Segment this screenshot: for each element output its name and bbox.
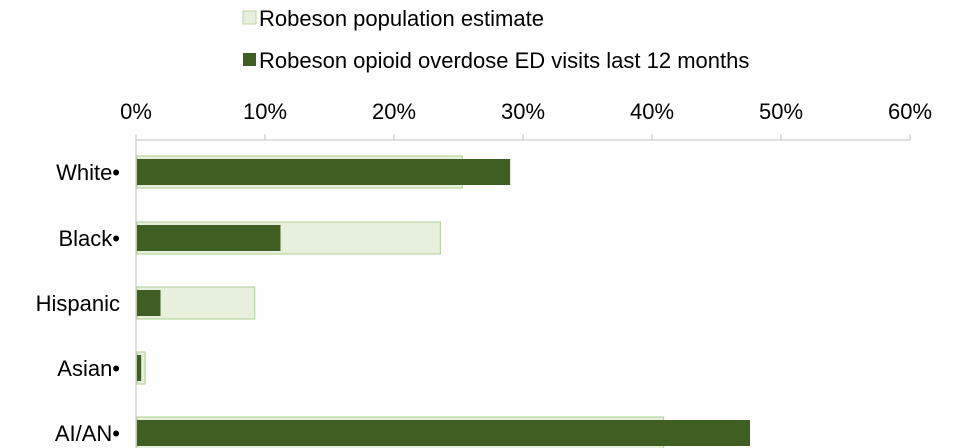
category-label: AI/AN• xyxy=(55,421,120,446)
x-axis: 0% 10% 20% 30% 40% 50% 60% xyxy=(120,99,932,448)
bar-overdose-visits xyxy=(137,290,161,316)
x-tick-label: 10% xyxy=(243,99,287,124)
legend: Robeson population estimate Robeson opioi… xyxy=(242,6,749,73)
x-tick-label: 50% xyxy=(759,99,803,124)
bar-overdose-visits xyxy=(137,225,281,251)
x-tick-label: 40% xyxy=(630,99,674,124)
category-label: Asian• xyxy=(57,356,120,381)
bar-overdose-visits xyxy=(137,159,511,185)
legend-label-1: Robeson population estimate xyxy=(259,6,544,31)
x-tick-label: 0% xyxy=(120,99,152,124)
category-label: White• xyxy=(56,160,120,185)
legend-label-2: Robeson opioid overdose ED visits last 1… xyxy=(259,48,749,73)
bar-overdose-visits xyxy=(137,355,142,381)
category-label: Hispanic xyxy=(36,291,120,316)
x-tick-label: 60% xyxy=(888,99,932,124)
legend-swatch-1 xyxy=(242,10,257,25)
legend-swatch-2 xyxy=(243,53,256,66)
bar-overdose-visits xyxy=(137,420,751,446)
x-tick-label: 20% xyxy=(372,99,416,124)
category-label: Black• xyxy=(59,226,121,251)
bars xyxy=(136,155,751,448)
category-labels: White• Black• Hispanic Asian• AI/AN• xyxy=(36,160,120,446)
x-tick-label: 30% xyxy=(501,99,545,124)
